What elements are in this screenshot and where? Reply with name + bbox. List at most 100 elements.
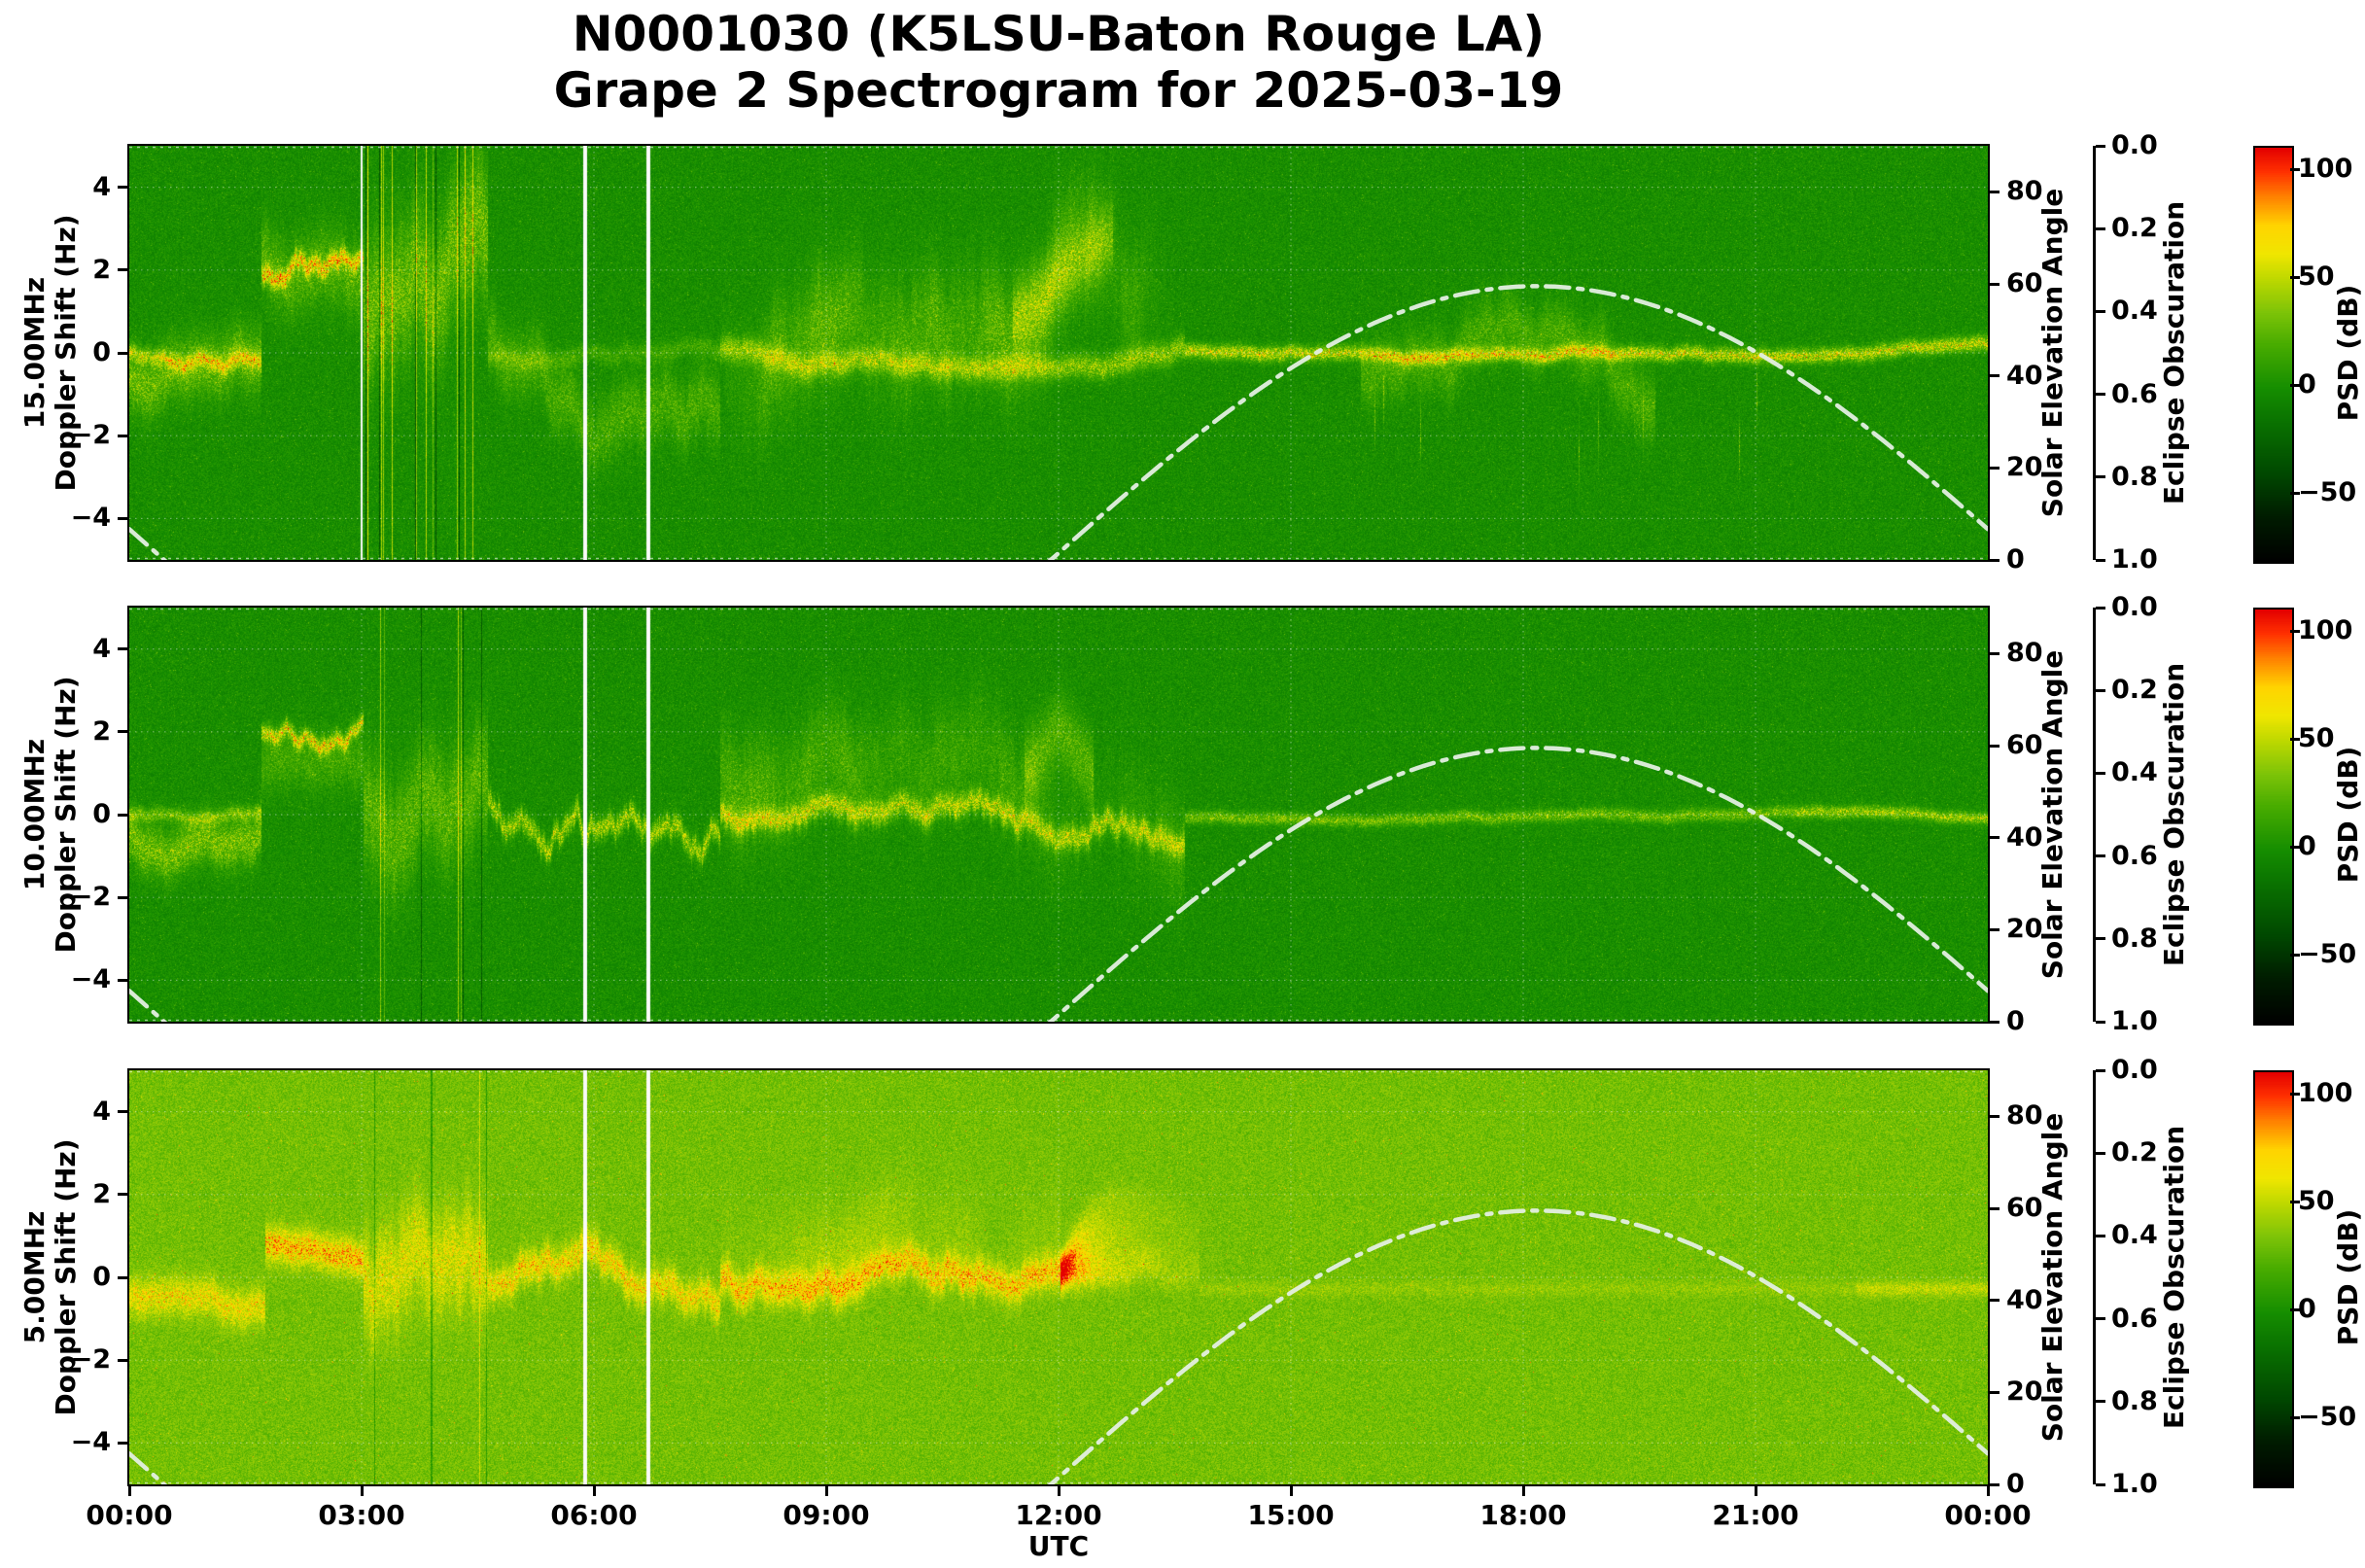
eclipse-tick-label: 0.6 <box>2111 378 2158 409</box>
eclipse-tick-mark <box>2096 226 2105 230</box>
solar-tick-label: 80 <box>2006 176 2043 207</box>
eclipse-tick-mark <box>2096 475 2105 479</box>
solar-tick-label: 20 <box>2006 452 2043 483</box>
eclipse-tick-mark <box>2096 688 2105 692</box>
solar-tick-mark <box>1988 744 2000 748</box>
eclipse-tick-label: 0.2 <box>2111 1137 2158 1168</box>
solar-tick-label: 20 <box>2006 914 2043 945</box>
colorbar-tick-mark <box>2290 491 2300 495</box>
freq-label: 10.00MHz <box>17 738 51 891</box>
solar-tick-label: 0 <box>2006 544 2025 575</box>
solar-tick-label: 20 <box>2006 1376 2043 1408</box>
doppler-tick-mark <box>118 895 129 899</box>
doppler-tick-mark <box>118 1441 129 1445</box>
x-tick-label: 03:00 <box>318 1499 405 1531</box>
eclipse-tick-mark <box>2096 1482 2105 1486</box>
colorbar-tick-label: −50 <box>2298 477 2357 508</box>
solar-tick-label: 80 <box>2006 1100 2043 1132</box>
x-tick-label: 15:00 <box>1247 1499 1335 1531</box>
doppler-tick-label: 0 <box>92 337 111 367</box>
colorbar-tick-label: −50 <box>2298 1402 2357 1433</box>
eclipse-tick-label: 0.8 <box>2111 923 2158 954</box>
panel-overlay-5mhz <box>129 1070 1988 1484</box>
psd-axis-label: PSD (dB) <box>2331 284 2364 422</box>
colorbar-tick-mark <box>2290 845 2300 849</box>
spectrogram-panel-5mhz <box>127 1068 1990 1486</box>
colorbar-tick-mark <box>2290 953 2300 957</box>
spectrogram-canvas-10mhz <box>129 608 1988 1022</box>
x-tick-mark <box>1057 1484 1061 1496</box>
doppler-tick-label: −4 <box>70 503 111 534</box>
colorbar <box>2253 146 2294 564</box>
solar-tick-label: 60 <box>2006 730 2043 760</box>
solar-tick-mark <box>1988 1482 2000 1486</box>
solar-tick-label: 0 <box>2006 1006 2025 1036</box>
x-tick-label: 00:00 <box>86 1499 173 1531</box>
eclipse-tick-label: 0.0 <box>2111 1055 2158 1085</box>
eclipse-tick-mark <box>2096 937 2105 941</box>
doppler-tick-mark <box>118 1275 129 1279</box>
eclipse-obscuration-axis-label: Eclipse Obscuration <box>2157 1125 2190 1430</box>
eclipse-tick-label: 1.0 <box>2111 1469 2158 1499</box>
solar-tick-label: 40 <box>2006 1284 2043 1315</box>
panel-overlay-15mhz <box>129 146 1988 560</box>
solar-elevation-curve <box>129 1208 1988 1484</box>
eclipse-tick-mark <box>2096 1151 2105 1155</box>
solar-tick-mark <box>1988 466 2000 470</box>
eclipse-tick-mark <box>2096 309 2105 313</box>
doppler-tick-label: 0 <box>92 799 111 829</box>
x-tick-mark <box>824 1484 828 1496</box>
colorbar-tick-mark <box>2290 275 2300 279</box>
colorbar-gradient <box>2255 148 2292 562</box>
doppler-tick-mark <box>118 516 129 520</box>
solar-tick-label: 0 <box>2006 1469 2025 1499</box>
x-tick-mark <box>1754 1484 1757 1496</box>
doppler-tick-mark <box>118 1193 129 1197</box>
solar-tick-mark <box>1988 374 2000 378</box>
eclipse-tick-mark <box>2096 1068 2105 1072</box>
colorbar-gradient <box>2255 1072 2292 1486</box>
eclipse-tick-label: 1.0 <box>2111 1006 2158 1036</box>
eclipse-obscuration-axis-label: Eclipse Obscuration <box>2157 200 2190 505</box>
doppler-tick-label: −2 <box>70 882 111 913</box>
eclipse-tick-mark <box>2096 854 2105 858</box>
colorbar-tick-label: 50 <box>2298 261 2335 293</box>
eclipse-tick-label: 0.2 <box>2111 213 2158 244</box>
eclipse-tick-label: 0.6 <box>2111 840 2158 871</box>
eclipse-tick-label: 0.6 <box>2111 1303 2158 1334</box>
spectrogram-canvas-5mhz <box>129 1070 1988 1484</box>
freq-label: 5.00MHz <box>17 1210 51 1344</box>
eclipse-axis-spine <box>2093 1070 2096 1484</box>
colorbar-tick-mark <box>2290 383 2300 387</box>
spectrogram-panel-15mhz <box>127 144 1990 562</box>
colorbar-tick-mark <box>2290 1092 2300 1096</box>
solar-tick-mark <box>1988 1299 2000 1303</box>
doppler-tick-label: −4 <box>70 964 111 995</box>
eclipse-tick-label: 0.4 <box>2111 1220 2158 1251</box>
eclipse-tick-label: 0.8 <box>2111 1385 2158 1416</box>
solar-tick-mark <box>1988 1390 2000 1394</box>
solar-tick-mark <box>1988 282 2000 286</box>
x-tick-mark <box>1986 1484 1990 1496</box>
solar-tick-mark <box>1988 927 2000 931</box>
doppler-tick-mark <box>118 813 129 817</box>
solar-tick-label: 40 <box>2006 360 2043 391</box>
eclipse-tick-label: 0.4 <box>2111 296 2158 327</box>
colorbar <box>2253 608 2294 1026</box>
eclipse-tick-mark <box>2096 1234 2105 1237</box>
doppler-tick-label: 4 <box>92 171 111 202</box>
colorbar-tick-mark <box>2290 1200 2300 1203</box>
x-tick-mark <box>592 1484 596 1496</box>
doppler-tick-mark <box>118 730 129 734</box>
doppler-tick-label: 0 <box>92 1262 111 1292</box>
doppler-tick-label: −2 <box>70 420 111 451</box>
eclipse-tick-mark <box>2096 1400 2105 1404</box>
solar-tick-mark <box>1988 651 2000 655</box>
doppler-tick-label: −4 <box>70 1427 111 1458</box>
solar-tick-mark <box>1988 190 2000 193</box>
solar-tick-mark <box>1988 1020 2000 1024</box>
eclipse-obscuration-axis-label: Eclipse Obscuration <box>2157 662 2190 967</box>
eclipse-tick-mark <box>2096 606 2105 610</box>
eclipse-tick-label: 0.0 <box>2111 130 2158 160</box>
